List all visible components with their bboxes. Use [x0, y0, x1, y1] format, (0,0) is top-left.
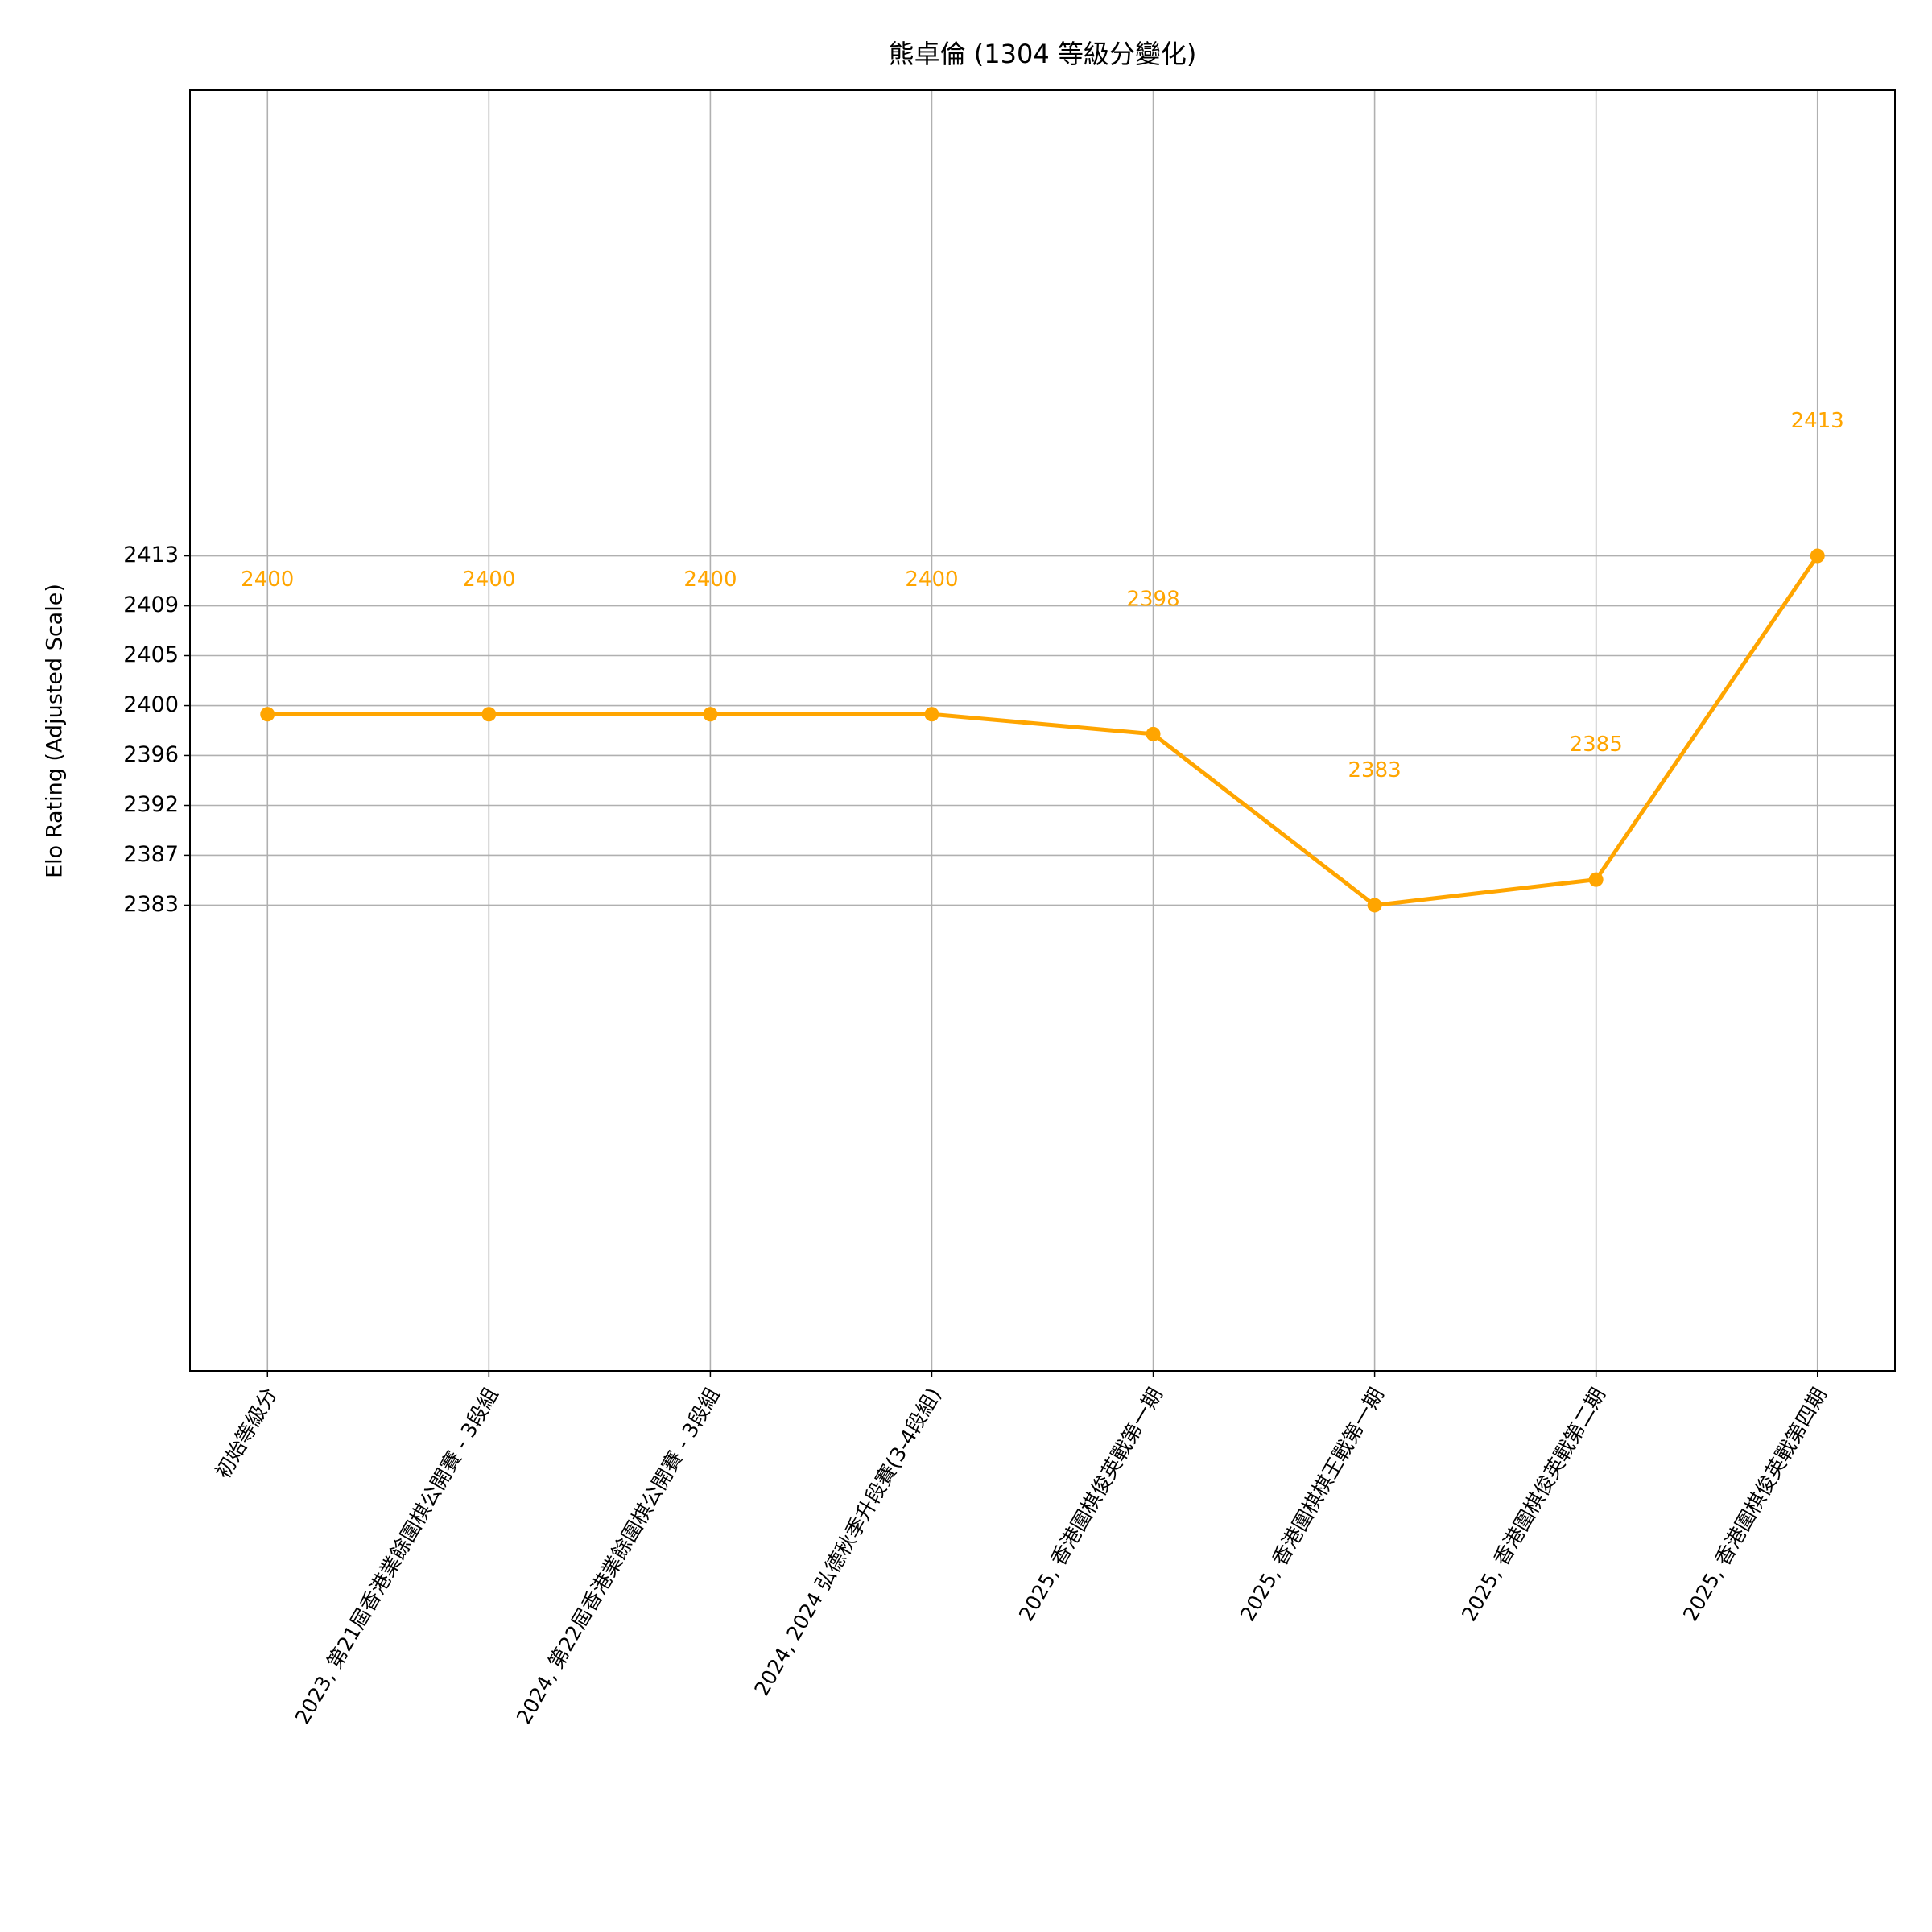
chart-title: 熊卓倫 (1304 等級分變化) — [889, 39, 1197, 69]
y-tick-label: 2409 — [123, 592, 179, 617]
data-label: 2398 — [1126, 587, 1179, 611]
marker — [703, 707, 718, 722]
y-axis-label: Elo Rating (Adjusted Scale) — [43, 584, 68, 878]
marker — [1367, 898, 1382, 913]
marker — [924, 707, 939, 722]
y-tick-label: 2383 — [123, 892, 179, 917]
data-label: 2385 — [1570, 733, 1623, 757]
y-tick-label: 2413 — [123, 543, 179, 568]
y-tick-label: 2396 — [123, 742, 179, 767]
data-label: 2400 — [462, 568, 515, 592]
line — [267, 555, 1819, 907]
y-tick-label: 2400 — [123, 692, 179, 717]
y-tick-label: 2392 — [123, 792, 179, 817]
marker — [260, 707, 275, 722]
data-label: 2400 — [905, 568, 958, 592]
y-tick-label: 2387 — [123, 842, 179, 867]
data-label: 2383 — [1348, 758, 1402, 782]
data-label: 2413 — [1791, 409, 1844, 433]
axes-frame — [189, 89, 1896, 1372]
marker — [1810, 548, 1825, 564]
marker — [1146, 726, 1161, 741]
data-label: 2400 — [241, 568, 294, 592]
data-label: 2400 — [683, 568, 737, 592]
marker — [481, 707, 497, 722]
y-tick-label: 2405 — [123, 642, 179, 667]
marker — [1588, 872, 1604, 887]
